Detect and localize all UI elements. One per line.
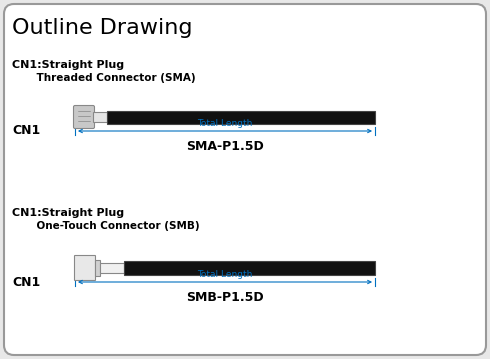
Bar: [93, 112, 107, 122]
Text: Outline Drawing: Outline Drawing: [12, 18, 193, 38]
Text: CN1: CN1: [12, 125, 40, 137]
Text: Total Length: Total Length: [197, 119, 253, 128]
Text: CN1:Straight Plug: CN1:Straight Plug: [12, 60, 124, 70]
Text: SMA-P1.5D: SMA-P1.5D: [186, 140, 264, 153]
Text: CN1: CN1: [12, 275, 40, 289]
FancyBboxPatch shape: [74, 256, 96, 280]
Text: One-Touch Connector (SMB): One-Touch Connector (SMB): [22, 221, 199, 231]
Text: SMB-P1.5D: SMB-P1.5D: [186, 291, 264, 304]
FancyBboxPatch shape: [74, 106, 95, 129]
Bar: [100, 263, 124, 273]
FancyBboxPatch shape: [4, 4, 486, 355]
Bar: [124, 261, 375, 275]
Text: Threaded Connector (SMA): Threaded Connector (SMA): [22, 73, 196, 83]
Text: Total Length: Total Length: [197, 270, 253, 279]
Text: CN1:Straight Plug: CN1:Straight Plug: [12, 208, 124, 218]
Bar: [95, 260, 100, 276]
Bar: [107, 111, 375, 123]
